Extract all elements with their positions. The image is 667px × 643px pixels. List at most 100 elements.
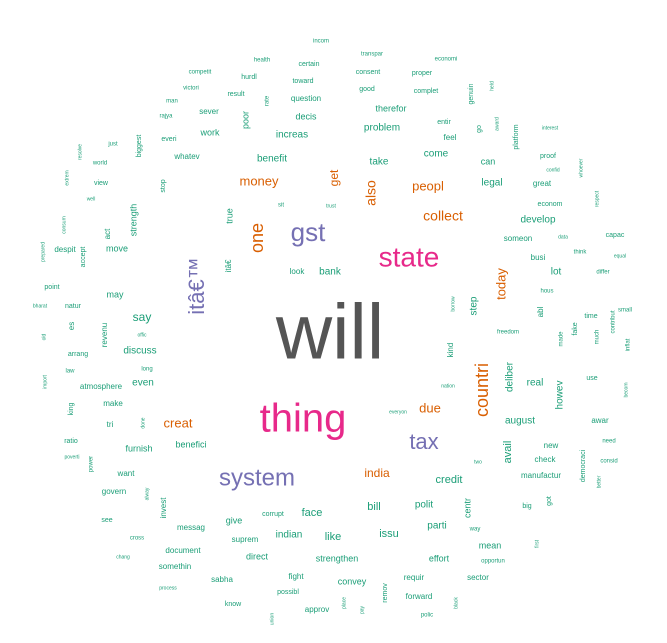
word-141: furnish [125,443,152,453]
word-63: confid [546,167,560,173]
word-40: therefor [375,103,406,113]
word-169: suprem [232,535,259,544]
word-98: bharat [33,303,48,309]
word-17: due [419,400,441,415]
word-114: made [559,331,565,347]
word-186: sector [467,573,489,582]
word-59: world [92,161,107,167]
word-76: strength [128,204,138,237]
word-172: issu [379,528,399,540]
word-24: competit [189,70,212,76]
word-175: document [165,546,201,555]
word-173: mean [479,540,502,550]
word-196: black [453,597,459,609]
word-133: awar [591,416,609,425]
word-195: polic [421,613,433,619]
word-69: great [533,179,552,188]
word-134: everyon [389,409,407,415]
word-103: borrow [450,296,456,312]
word-73: econom [538,201,563,208]
word-15: today [493,268,508,300]
word-39: decis [295,111,317,121]
word-178: effort [429,553,450,563]
word-183: sabha [211,575,233,584]
word-12: peopl [412,178,444,193]
word-136: done [140,417,146,428]
word-167: way [469,527,481,533]
word-62: can [481,156,496,166]
word-152: credit [436,474,463,486]
word-125: use [586,375,597,382]
word-77: develop [520,215,555,226]
word-184: convey [338,576,367,586]
word-93: lot [551,267,562,278]
word-155: face [302,507,323,519]
word-47: work [199,127,220,137]
word-94: differ [596,270,609,276]
word-56: come [424,149,449,160]
word-84: despit [54,245,76,254]
word-187: process [159,585,177,591]
word-121: deliber [505,361,516,392]
word-31: rate [265,95,271,106]
word-21: health [254,58,270,64]
word-166: parti [427,521,446,532]
word-89: accept [80,247,87,268]
word-55: whatev [173,152,199,161]
word-72: trust [326,203,336,209]
word-64: whoever [578,158,584,177]
word-16: creat [164,415,193,430]
word-33: good [359,86,375,93]
word-139: new [544,441,559,450]
word-107: offic [137,332,147,338]
word-137: ratio [64,438,78,445]
word-22: certain [298,61,319,68]
word-140: need [602,439,615,445]
word-188: possibl [277,589,299,596]
word-130: king [68,402,75,415]
word-118: arrang [68,351,88,358]
word-95: point [44,284,59,291]
word-14: get [327,169,341,186]
word-96: may [106,289,124,299]
word-65: extrem [64,170,70,185]
word-117: inflat [626,338,632,351]
word-3: state [379,241,440,272]
word-6: tax [409,429,438,454]
word-75: true [224,208,234,224]
word-151: better [596,475,602,488]
word-143: two [474,459,482,465]
word-179: opportun [481,559,505,565]
word-194: pay [359,605,365,614]
word-163: see [101,517,112,524]
word-87: think [574,250,588,256]
word-36: held [489,81,495,91]
word-122: import [42,374,48,389]
word-147: want [117,469,136,478]
word-68: legal [481,178,502,189]
word-113: kind [446,343,455,358]
word-123: atmosphere [80,382,123,391]
word-144: check [535,455,557,464]
word-102: small [618,308,632,314]
word-146: power [89,456,95,472]
word-2: thing [260,397,347,441]
word-160: got [546,496,553,506]
word-34: complet [414,88,439,95]
word-45: award [494,117,500,131]
word-78: consum [61,216,67,234]
word-128: howev [555,381,566,410]
word-86: busi [531,253,546,262]
word-52: interest [542,125,559,131]
word-149: democraci [580,449,587,482]
word-165: give [226,515,243,525]
word-124: even [132,378,154,389]
word-42: poor [240,111,250,129]
word-38: sever [199,107,219,116]
word-46: everi [161,136,177,143]
word-51: platform [513,124,520,149]
word-80: someon [504,234,532,243]
word-161: invest [159,497,168,519]
word-81: data [558,234,568,240]
